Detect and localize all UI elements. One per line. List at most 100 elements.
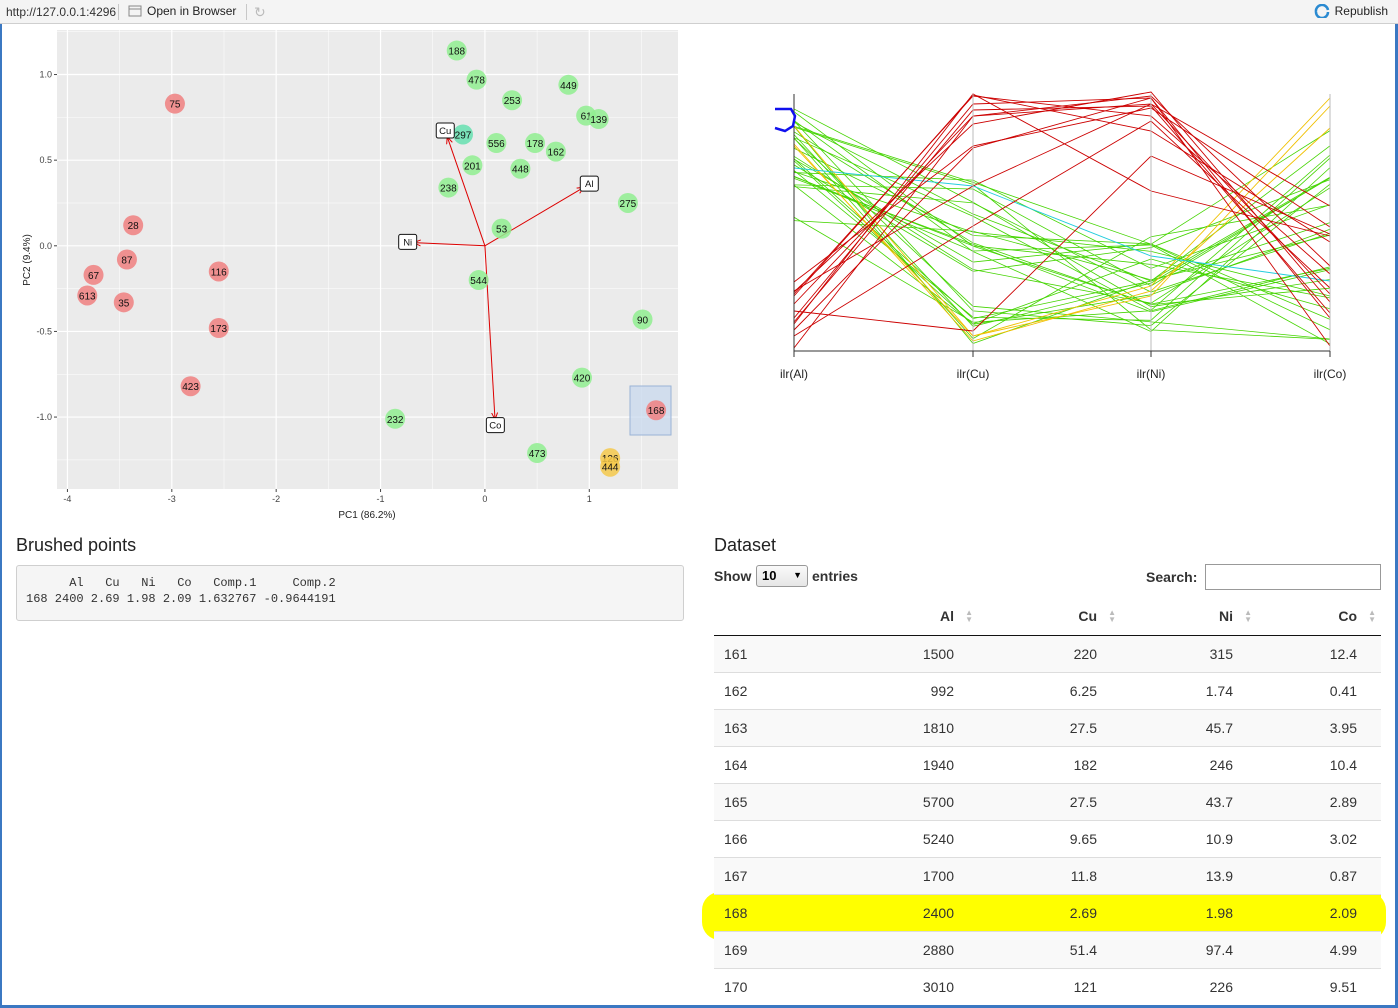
y-tick-label: 0.0	[39, 241, 52, 251]
polylines	[793, 91, 1331, 349]
data-point[interactable]	[632, 309, 653, 330]
col-header-cu[interactable]: Cu ▲ ▼	[978, 598, 1121, 636]
data-point[interactable]	[600, 456, 621, 477]
table-row[interactable]: 161 1500 220 315 12.4	[714, 634, 1381, 672]
point-label: 297	[455, 130, 472, 141]
data-point[interactable]	[617, 192, 638, 213]
x-tick-label: -4	[63, 494, 71, 504]
entries-length-select[interactable]: 10 ▼	[756, 565, 808, 587]
polyline	[793, 105, 1331, 337]
point-label: 173	[210, 324, 227, 335]
table-cell: 315	[1121, 634, 1257, 672]
table-cell: 163	[714, 708, 854, 746]
divider	[246, 4, 247, 20]
polyline	[793, 155, 1331, 304]
data-point[interactable]	[438, 177, 459, 198]
table-cell: 10.4	[1257, 745, 1381, 783]
table-row[interactable]: 164 1940 182 246 10.4	[714, 745, 1381, 783]
table-row[interactable]: 169 2880 51.4 97.4 4.99	[714, 930, 1381, 968]
col-header-rownames[interactable]	[714, 598, 854, 636]
table-cell: 182	[978, 745, 1121, 783]
open-in-browser-button[interactable]: Open in Browser	[128, 4, 236, 18]
col-header-al[interactable]: Al ▲ ▼	[854, 598, 978, 636]
y-tick-label: 0.5	[39, 155, 52, 165]
point-label: 61	[581, 112, 593, 123]
x-tick-label: -2	[272, 494, 280, 504]
polyline	[793, 125, 1331, 245]
data-point[interactable]	[385, 408, 406, 429]
sort-icon: ▲ ▼	[965, 608, 973, 624]
data-point[interactable]	[588, 109, 609, 130]
col-header-ni[interactable]: Ni ▲ ▼	[1121, 598, 1257, 636]
data-point[interactable]	[525, 133, 546, 154]
data-point[interactable]	[502, 90, 523, 111]
plot-panel[interactable]	[57, 30, 678, 489]
data-point[interactable]	[208, 318, 229, 339]
table-cell: 5700	[854, 782, 978, 820]
search-input[interactable]	[1205, 564, 1381, 590]
data-point[interactable]	[446, 40, 467, 61]
lasso-selection[interactable]	[774, 107, 797, 133]
y-tick-label: -0.5	[36, 326, 52, 336]
table-cell: 1700	[854, 856, 978, 894]
data-point[interactable]	[468, 270, 489, 291]
data-point[interactable]	[180, 376, 201, 397]
table-cell: 166	[714, 819, 854, 857]
arrow-label: Ni	[403, 237, 412, 248]
pca-biplot[interactable]: -4 -3 -2 -1 0 1 1.0 0.5 0.0 -0.5 -1.0 188 478 449 253…	[16, 30, 686, 522]
polyline	[793, 94, 1331, 297]
table-row[interactable]: 162 992 6.25 1.74 0.41	[714, 671, 1381, 709]
data-point[interactable]	[208, 261, 229, 282]
table-cell: 27.5	[978, 708, 1121, 746]
data-point[interactable]	[466, 69, 487, 90]
point-label: 275	[620, 199, 637, 210]
y-axis-title: PC2 (9.4%)	[22, 234, 33, 286]
col-header-label: Ni	[1219, 608, 1233, 625]
brushed-points-heading: Brushed points	[16, 535, 137, 555]
table-row[interactable]: 165 5700 27.5 43.7 2.89	[714, 782, 1381, 820]
refresh-icon[interactable]: ↻	[254, 4, 266, 20]
table-row[interactable]: 170 3010 121 226 9.51	[714, 967, 1381, 1005]
data-point[interactable]	[164, 93, 185, 114]
data-point[interactable]	[646, 400, 667, 421]
table-cell: 167	[714, 856, 854, 894]
data-point[interactable]	[77, 285, 98, 306]
dataset-heading: Dataset	[714, 535, 777, 555]
data-point[interactable]	[558, 74, 579, 95]
data-point[interactable]	[113, 292, 134, 313]
point-label: 201	[464, 161, 481, 172]
data-point[interactable]	[545, 141, 566, 162]
data-point[interactable]	[571, 367, 592, 388]
data-point[interactable]	[452, 124, 473, 145]
data-point[interactable]	[486, 133, 507, 154]
axis-label-co: ilr(Co)	[1314, 367, 1347, 381]
table-cell: 162	[714, 671, 854, 709]
col-header-label: Al	[940, 608, 954, 625]
point-label: 188	[448, 47, 465, 58]
brushed-points-output: Al Cu Ni Co Comp.1 Comp.2 168 2400 2.69 …	[16, 565, 684, 621]
y-tick-label: 1.0	[39, 70, 52, 80]
col-header-co[interactable]: Co ▲ ▼	[1257, 598, 1381, 636]
x-tick-label: -3	[168, 494, 176, 504]
data-point[interactable]	[510, 158, 531, 179]
table-header: Al ▲ ▼ Cu ▲ ▼ Ni ▲ ▼ Co ▲ ▼	[714, 598, 1381, 636]
parallel-coordinates-plot[interactable]: ilr(Al) ilr(Cu) ilr(Ni) ilr(Co)	[735, 86, 1385, 396]
data-point[interactable]	[116, 249, 137, 270]
data-point[interactable]	[527, 443, 548, 464]
polyline	[793, 103, 1331, 292]
arrow-label-box	[579, 175, 599, 192]
table-cell: 121	[978, 967, 1121, 1005]
data-point[interactable]	[123, 215, 144, 236]
data-point[interactable]	[462, 155, 483, 176]
table-row[interactable]: 166 5240 9.65 10.9 3.02	[714, 819, 1381, 857]
data-point[interactable]	[83, 264, 104, 285]
point-label: 473	[529, 449, 546, 460]
point-label: 444	[602, 463, 619, 474]
republish-button[interactable]: Republish	[1314, 4, 1388, 18]
pc-axes	[793, 94, 1331, 357]
table-row[interactable]: 163 1810 27.5 45.7 3.95	[714, 708, 1381, 746]
table-row[interactable]: 167 1700 11.8 13.9 0.87	[714, 856, 1381, 894]
sort-icon: ▲ ▼	[1368, 608, 1376, 624]
data-point[interactable]	[491, 218, 512, 239]
table-row[interactable]: 168 2400 2.69 1.98 2.09	[714, 893, 1381, 931]
